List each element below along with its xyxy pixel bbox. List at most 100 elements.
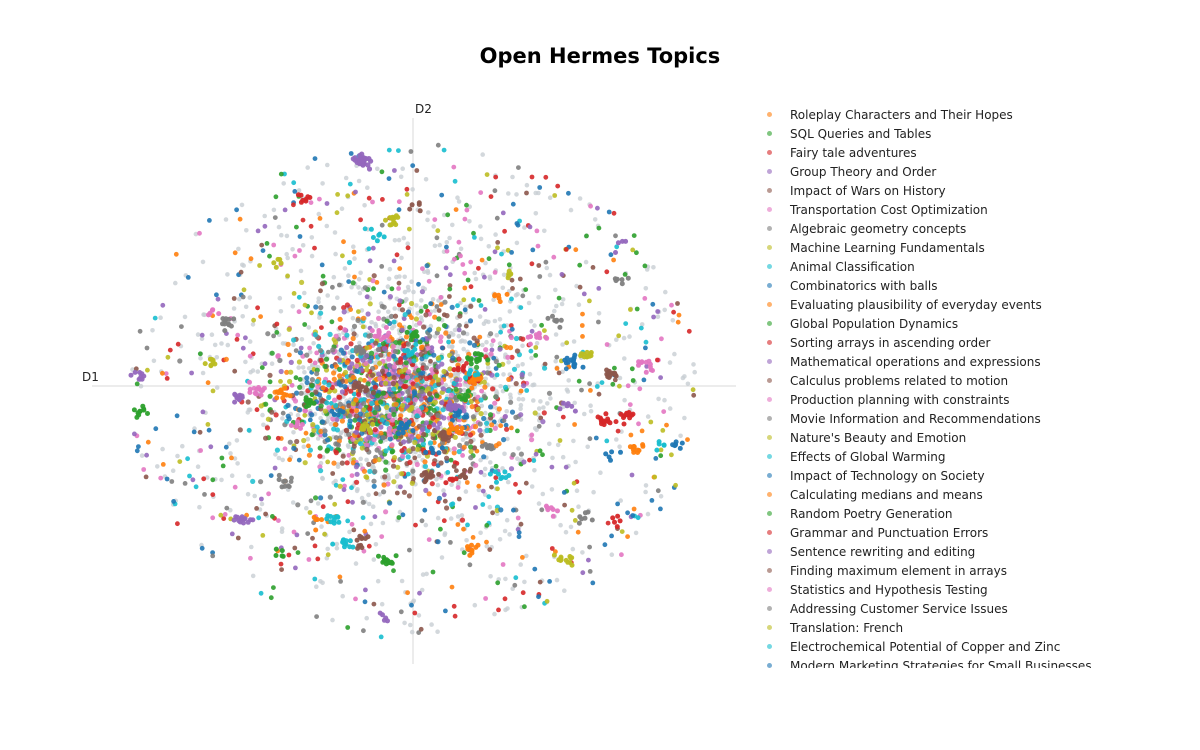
scatter-point: [365, 311, 371, 317]
scatter-point-unclustered: [448, 516, 454, 521]
scatter-point: [596, 225, 602, 231]
scatter-plot: D1 D2: [82, 102, 736, 664]
scatter-point-unclustered: [335, 295, 340, 301]
scatter-point: [518, 451, 525, 457]
scatter-point: [551, 254, 557, 260]
scatter-point-unclustered: [617, 444, 622, 450]
scatter-point: [251, 317, 256, 323]
scatter-point-unclustered: [685, 381, 691, 387]
legend-label: Animal Classification: [790, 259, 915, 274]
scatter-point-unclustered: [325, 293, 331, 298]
scatter-point: [446, 339, 451, 345]
legend-swatch: [767, 663, 772, 668]
scatter-point: [331, 517, 337, 523]
scatter-point-unclustered: [345, 443, 351, 448]
scatter-point: [312, 543, 318, 549]
scatter-point: [535, 243, 541, 249]
scatter-point: [401, 439, 407, 445]
scatter-point: [412, 397, 418, 403]
scatter-point-unclustered: [458, 246, 464, 252]
scatter-point: [669, 302, 674, 308]
scatter-point: [330, 284, 335, 290]
scatter-point: [442, 430, 448, 436]
scatter-point: [265, 331, 271, 337]
scatter-point-unclustered: [236, 246, 241, 252]
scatter-point: [274, 321, 280, 327]
scatter-point: [531, 458, 537, 463]
scatter-point: [215, 296, 221, 302]
scatter-point: [417, 590, 422, 596]
scatter-point-unclustered: [514, 240, 520, 246]
scatter-point: [406, 369, 412, 375]
scatter-point: [279, 553, 285, 559]
scatter-point: [390, 463, 397, 469]
scatter-point: [349, 354, 355, 360]
scatter-point: [538, 415, 544, 421]
scatter-point-unclustered: [405, 241, 411, 246]
scatter-point: [546, 390, 553, 396]
scatter-point: [263, 511, 268, 517]
scatter-point: [383, 459, 389, 465]
scatter-point: [318, 495, 324, 501]
scatter-point: [344, 302, 350, 308]
scatter-point-unclustered: [658, 494, 664, 499]
scatter-point: [588, 350, 594, 355]
scatter-point: [627, 415, 633, 421]
scatter-point: [350, 436, 356, 442]
scatter-point: [240, 345, 246, 351]
scatter-point-unclustered: [358, 270, 363, 276]
legend-item: Addressing Customer Service Issues: [762, 599, 1192, 618]
scatter-point: [299, 422, 305, 427]
scatter-point: [392, 168, 397, 173]
scatter-point-unclustered: [533, 211, 539, 216]
scatter-point: [344, 359, 350, 365]
scatter-point: [258, 392, 264, 398]
scatter-point: [418, 371, 424, 377]
scatter-point: [357, 152, 363, 159]
scatter-point: [438, 460, 444, 466]
scatter-point: [537, 274, 543, 279]
scatter-point: [370, 245, 376, 251]
scatter-point: [368, 354, 375, 361]
scatter-point-unclustered: [284, 233, 290, 239]
scatter-point: [314, 371, 320, 377]
scatter-point: [493, 366, 499, 371]
scatter-point: [375, 347, 381, 353]
scatter-point: [439, 192, 445, 198]
scatter-point: [455, 403, 461, 409]
scatter-point-unclustered: [240, 314, 245, 319]
scatter-point: [435, 364, 441, 370]
scatter-point: [471, 297, 476, 302]
scatter-point-unclustered: [415, 311, 420, 316]
scatter-point: [456, 449, 462, 455]
scatter-point: [655, 357, 660, 363]
scatter-point: [579, 387, 584, 393]
scatter-point: [435, 142, 441, 148]
scatter-point-unclustered: [549, 487, 555, 492]
scatter-point: [177, 459, 183, 464]
scatter-point: [576, 520, 582, 526]
scatter-point: [294, 532, 300, 538]
scatter-point: [391, 386, 397, 392]
scatter-point-unclustered: [582, 411, 587, 417]
scatter-point: [516, 530, 522, 535]
scatter-point: [275, 435, 281, 441]
scatter-point: [430, 569, 436, 575]
scatter-point: [566, 190, 571, 196]
chart-title: Open Hermes Topics: [479, 44, 721, 68]
scatter-point: [417, 208, 423, 214]
scatter-point: [315, 556, 321, 562]
scatter-point: [318, 304, 324, 311]
scatter-point: [360, 499, 366, 505]
legend-swatch: [767, 530, 772, 535]
scatter-point-unclustered: [223, 217, 229, 222]
scatter-point: [520, 336, 526, 342]
scatter-point: [416, 392, 422, 398]
scatter-point: [366, 166, 373, 172]
scatter-point: [509, 296, 514, 302]
scatter-point: [164, 476, 170, 482]
scatter-point: [609, 533, 614, 539]
scatter-point: [451, 426, 457, 432]
scatter-point: [288, 359, 294, 365]
scatter-point: [302, 302, 308, 308]
